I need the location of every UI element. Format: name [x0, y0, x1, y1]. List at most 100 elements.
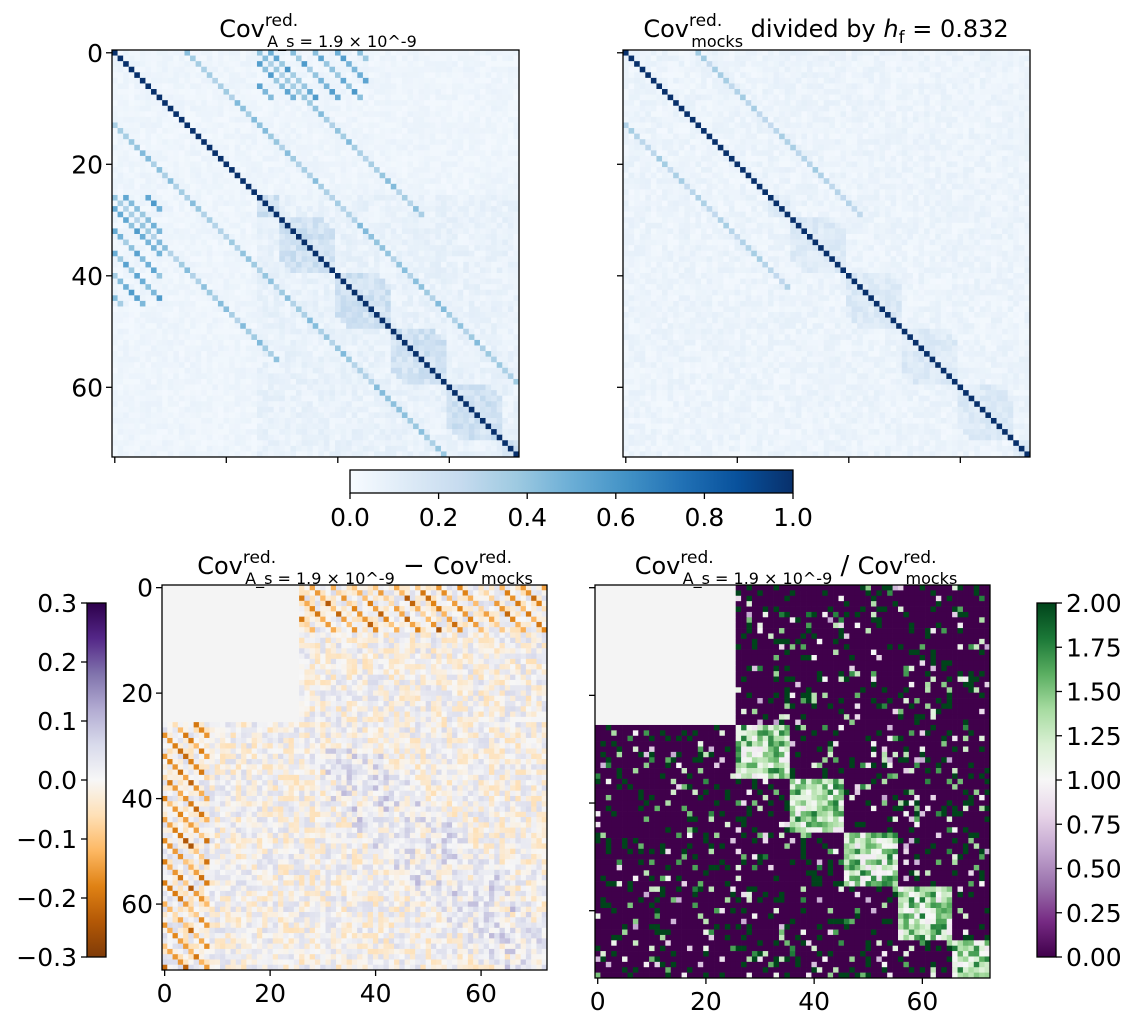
- heatmap-top-left-cell: [157, 245, 163, 251]
- heatmap-top-left-cell: [480, 340, 486, 346]
- heatmap-top-left-cell: [285, 306, 291, 312]
- heatmap-top-left-cell: [290, 390, 296, 396]
- heatmap-top-left-cell: [173, 178, 179, 184]
- heatmap-top-left-cell: [212, 373, 218, 379]
- heatmap-top-left-cell: [207, 122, 213, 128]
- heatmap-top-left-cell: [357, 256, 363, 262]
- heatmap-top-left-cell: [235, 295, 241, 301]
- heatmap-top-left-cell: [224, 373, 230, 379]
- heatmap-top-left-cell: [474, 245, 480, 251]
- heatmap-top-left-cell: [508, 323, 514, 329]
- heatmap-top-left-cell: [402, 351, 408, 357]
- heatmap-top-left-cell: [491, 150, 497, 156]
- heatmap-top-left-cell: [257, 184, 263, 190]
- heatmap-top-left-cell: [380, 345, 386, 351]
- heatmap-top-left-cell: [407, 223, 413, 229]
- heatmap-top-left-cell: [285, 178, 291, 184]
- heatmap-top-left-cell: [279, 245, 285, 251]
- heatmap-top-left-cell: [290, 424, 296, 430]
- heatmap-top-left-cell: [201, 145, 207, 151]
- heatmap-top-left-cell: [302, 424, 308, 430]
- heatmap-top-left-cell: [335, 195, 341, 201]
- heatmap-top-left-cell: [246, 373, 252, 379]
- heatmap-top-left-cell: [474, 318, 480, 324]
- heatmap-top-left-cell: [385, 100, 391, 106]
- heatmap-top-left-cell: [246, 56, 252, 62]
- heatmap-top-left-cell: [274, 357, 280, 363]
- heatmap-top-left-cell: [502, 78, 508, 84]
- heatmap-top-left-cell: [474, 206, 480, 212]
- heatmap-top-left-cell: [145, 429, 151, 435]
- heatmap-top-left-cell: [486, 167, 492, 173]
- heatmap-top-left-cell: [162, 306, 168, 312]
- heatmap-top-left-cell: [274, 195, 280, 201]
- heatmap-top-left-cell: [184, 412, 190, 418]
- heatmap-top-left-cell: [352, 156, 358, 162]
- heatmap-top-left-cell: [274, 368, 280, 374]
- heatmap-top-left-cell: [251, 106, 257, 112]
- heatmap-top-left-cell: [162, 318, 168, 324]
- heatmap-top-left-cell: [129, 334, 135, 340]
- heatmap-top-left-cell: [430, 111, 436, 117]
- heatmap-top-left-cell: [296, 67, 302, 73]
- heatmap-top-left-cell: [201, 56, 207, 62]
- heatmap-top-left-cell: [335, 150, 341, 156]
- heatmap-top-left-cell: [396, 245, 402, 251]
- heatmap-top-left-cell: [497, 368, 503, 374]
- heatmap-top-left-cell: [184, 301, 190, 307]
- heatmap-top-left-cell: [357, 223, 363, 229]
- heatmap-top-left-cell: [329, 385, 335, 391]
- heatmap-top-left-cell: [179, 150, 185, 156]
- heatmap-top-left-cell: [290, 122, 296, 128]
- heatmap-top-left-cell: [184, 295, 190, 301]
- heatmap-top-left-cell: [402, 424, 408, 430]
- heatmap-top-left-cell: [396, 217, 402, 223]
- heatmap-top-left-cell: [341, 95, 347, 101]
- heatmap-top-left-cell: [179, 318, 185, 324]
- heatmap-top-left-cell: [452, 345, 458, 351]
- heatmap-top-left-cell: [212, 212, 218, 218]
- heatmap-top-left-cell: [486, 234, 492, 240]
- heatmap-top-left-cell: [430, 407, 436, 413]
- heatmap-top-left-cell: [268, 396, 274, 402]
- heatmap-top-left-cell: [458, 67, 464, 73]
- heatmap-top-left-cell: [251, 89, 257, 95]
- heatmap-top-left-cell: [502, 201, 508, 207]
- heatmap-top-left-cell: [407, 396, 413, 402]
- heatmap-top-left-cell: [257, 117, 263, 123]
- heatmap-top-left-cell: [447, 351, 453, 357]
- heatmap-top-left-cell: [419, 167, 425, 173]
- heatmap-top-left-cell: [341, 368, 347, 374]
- heatmap-top-left-cell: [268, 262, 274, 268]
- heatmap-top-left-cell: [251, 351, 257, 357]
- heatmap-top-left-cell: [218, 134, 224, 140]
- heatmap-top-left-cell: [184, 273, 190, 279]
- heatmap-top-left-cell: [324, 228, 330, 234]
- heatmap-top-left-cell: [374, 407, 380, 413]
- heatmap-top-left-cell: [296, 134, 302, 140]
- heatmap-top-left-cell: [497, 318, 503, 324]
- heatmap-top-left-cell: [168, 128, 174, 134]
- heatmap-top-left-cell: [112, 223, 118, 229]
- heatmap-top-left-cell: [196, 106, 202, 112]
- heatmap-top-left-cell: [268, 284, 274, 290]
- heatmap-top-left-cell: [435, 273, 441, 279]
- heatmap-top-left-cell: [346, 412, 352, 418]
- heatmap-top-left-cell: [302, 295, 308, 301]
- heatmap-top-left-cell: [129, 407, 135, 413]
- heatmap-top-left-cell: [413, 424, 419, 430]
- heatmap-top-left-cell: [151, 323, 157, 329]
- heatmap-top-left-cell: [346, 273, 352, 279]
- heatmap-top-left-cell: [491, 323, 497, 329]
- heatmap-top-left-cell: [480, 195, 486, 201]
- heatmap-top-left-cell: [145, 396, 151, 402]
- heatmap-top-left-cell: [368, 295, 374, 301]
- heatmap-top-left-cell: [145, 390, 151, 396]
- heatmap-top-left-cell: [129, 273, 135, 279]
- heatmap-top-left-cell: [458, 95, 464, 101]
- heatmap-top-left-cell: [257, 95, 263, 101]
- heatmap-top-left-cell: [184, 323, 190, 329]
- heatmap-top-left-cell: [123, 122, 129, 128]
- heatmap-top-left-cell: [491, 189, 497, 195]
- heatmap-top-left-cell: [335, 340, 341, 346]
